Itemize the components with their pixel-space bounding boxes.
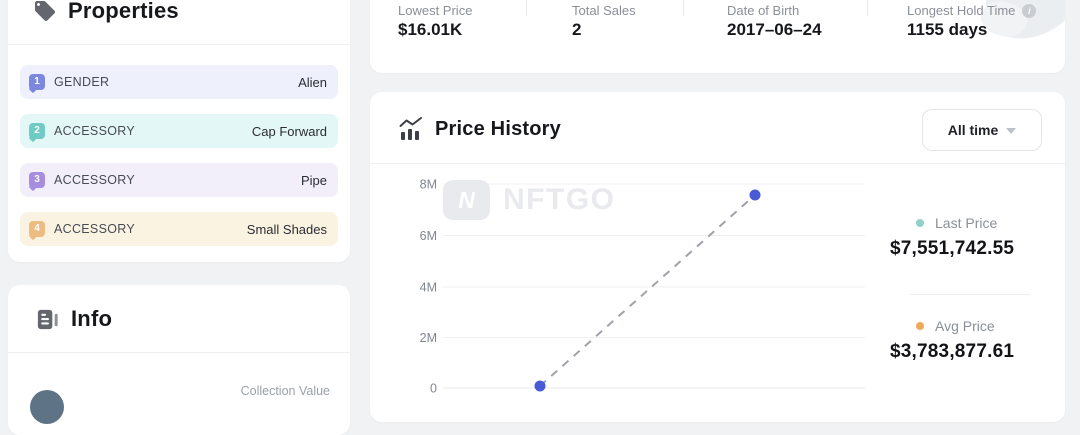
collection-value-label: Collection Value — [240, 384, 330, 398]
info-header: Info — [35, 306, 112, 332]
avg-price-block: Avg Price $3,783,877.61 — [890, 318, 1014, 363]
property-value: Alien — [298, 74, 327, 90]
property-label: ACCESSORY — [54, 173, 135, 187]
property-value: Cap Forward — [251, 123, 327, 139]
property-index-badge: 2 — [29, 123, 45, 139]
avg-price-dot-icon — [916, 322, 924, 330]
price-history-panel: Price History All time N NFTGO 8M 6M 4M … — [370, 92, 1065, 422]
divider — [370, 163, 1065, 164]
property-label: ACCESSORY — [54, 124, 135, 138]
nft-detail-page: Properties 1 GENDER Alien 2 ACCESSORY Ca… — [0, 0, 1080, 402]
y-tick-8m: 8M — [420, 178, 437, 192]
divider — [526, 0, 527, 16]
property-index-badge: 4 — [29, 221, 45, 237]
stat-label: Longest Hold Time — [907, 3, 1016, 18]
properties-panel: Properties 1 GENDER Alien 2 ACCESSORY Ca… — [8, 0, 350, 262]
trend-dashed-line — [539, 194, 756, 387]
stat-label: Date of Birth — [727, 3, 800, 18]
price-history-header: Price History — [398, 116, 561, 142]
property-index-badge: 3 — [29, 172, 45, 188]
chart-plot: 8M 6M 4M 2M 0 — [420, 178, 865, 396]
stat-value: 2017–06–24 — [727, 20, 822, 39]
property-label: ACCESSORY — [54, 222, 135, 236]
stats-bar: Lowest Price $16.01K Total Sales 2 Date … — [370, 0, 1065, 73]
y-tick-2m: 2M — [420, 331, 437, 345]
tag-icon — [35, 1, 55, 21]
divider — [683, 0, 684, 16]
last-price-label: Last Price — [935, 215, 998, 231]
divider — [8, 44, 350, 45]
sale-point-first[interactable] — [534, 380, 546, 392]
stat-value: 1155 days — [907, 20, 988, 39]
property-list: 1 GENDER Alien 2 ACCESSORY Cap Forward 3… — [20, 65, 338, 246]
property-row-accessory-3[interactable]: 4 ACCESSORY Small Shades — [20, 212, 338, 246]
y-tick-4m: 4M — [420, 281, 437, 295]
stat-label: Lowest Price — [398, 3, 473, 18]
divider — [867, 0, 868, 16]
divider — [910, 294, 1030, 295]
property-value: Pipe — [300, 172, 327, 188]
info-icon[interactable]: i — [1022, 3, 1037, 18]
time-range-selected: All time — [947, 122, 999, 138]
last-price-value: $7,551,742.55 — [890, 238, 1015, 259]
property-row-accessory-2[interactable]: 3 ACCESSORY Pipe — [20, 163, 338, 197]
price-history-chart: N NFTGO 8M 6M 4M 2M 0 — [370, 163, 1065, 403]
info-document-icon — [37, 309, 58, 329]
sale-point-last[interactable] — [749, 189, 761, 201]
time-range-dropdown[interactable]: All time — [922, 109, 1042, 151]
property-row-gender[interactable]: 1 GENDER Alien — [20, 65, 338, 99]
y-tick-0: 0 — [430, 382, 437, 396]
stat-value: 2 — [572, 20, 582, 39]
divider — [8, 352, 350, 353]
avg-price-value: $3,783,877.61 — [890, 341, 1015, 362]
properties-header: Properties — [33, 0, 179, 24]
last-price-block: Last Price $7,551,742.55 — [890, 215, 1014, 260]
stat-label: Total Sales — [572, 3, 636, 18]
y-tick-6m: 6M — [420, 229, 437, 243]
stat-value: $16.01K — [398, 20, 463, 39]
collection-avatar[interactable] — [30, 390, 64, 424]
price-history-title: Price History — [435, 117, 561, 140]
avg-price-label: Avg Price — [935, 318, 995, 334]
properties-title: Properties — [68, 0, 179, 23]
last-price-dot-icon — [916, 219, 924, 227]
info-panel: Info Collection Value — [8, 285, 350, 435]
chevron-down-icon — [1006, 128, 1017, 134]
property-value: Small Shades — [246, 221, 327, 237]
property-index-badge: 1 — [29, 74, 45, 90]
bar-chart-icon — [399, 117, 422, 140]
info-title: Info — [71, 306, 113, 331]
property-row-accessory-1[interactable]: 2 ACCESSORY Cap Forward — [20, 114, 338, 148]
property-label: GENDER — [54, 75, 110, 89]
